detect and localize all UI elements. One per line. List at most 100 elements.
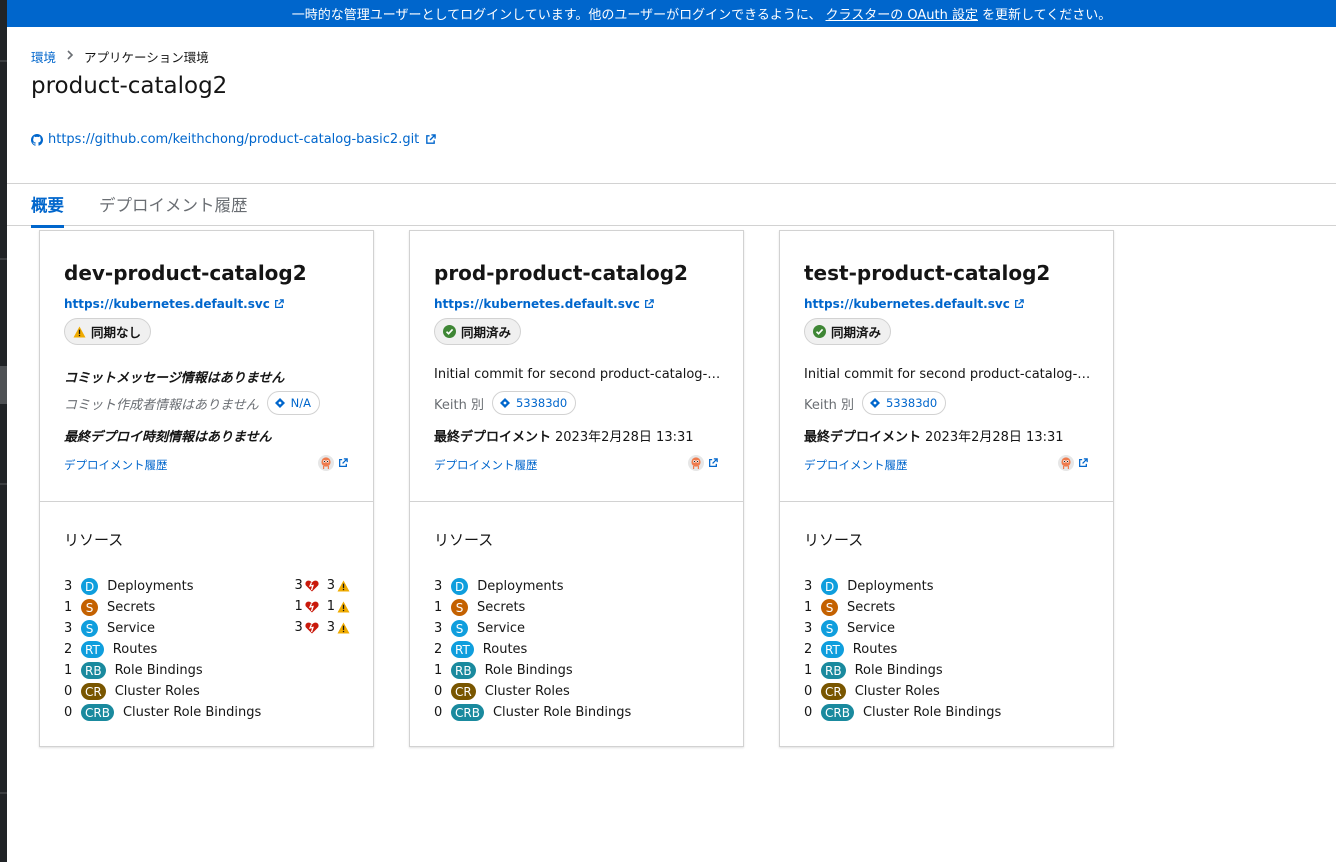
resource-kind-name: Service (847, 621, 896, 636)
deployment-history-link[interactable]: デプロイメント履歴 (434, 458, 538, 472)
warning-count: 3 (326, 620, 335, 635)
resource-kind-name: Cluster Role Bindings (492, 705, 632, 720)
breadcrumb-environments-link[interactable]: 環境 (31, 50, 57, 65)
resource-row: 2 RT Routes (434, 639, 720, 660)
resource-kind-name: Deployments (847, 579, 934, 594)
cluster-url-link[interactable]: https://kubernetes.default.svc (804, 297, 1024, 311)
resource-kind-badge: CRB (821, 704, 854, 721)
resource-kind-badge: S (821, 599, 838, 616)
nav-divider (0, 792, 7, 794)
resource-row: 1 S Secrets 1 1 (64, 597, 350, 618)
resource-count: 3 (434, 579, 443, 594)
argocd-icon (1058, 455, 1074, 471)
resource-count: 2 (434, 642, 443, 657)
resource-row: 3 D Deployments (804, 576, 1090, 597)
breadcrumb-current: アプリケーション環境 (84, 50, 209, 65)
external-link-icon (708, 458, 718, 468)
resource-kind-name: Role Bindings (484, 663, 573, 678)
commit-sha-badge[interactable]: N/A (266, 391, 320, 415)
resource-count: 1 (804, 600, 813, 615)
last-deployment: 最終デプロイメント 2023年2月28日 13:31 (804, 426, 1064, 445)
resource-row: 1 RB Role Bindings (64, 660, 350, 681)
resources-title: リソース (434, 531, 494, 549)
resources-list: 3 D Deployments 3 3 1 S Secrets 1 1 3 S Service 3 3 2 RT… (64, 576, 350, 723)
repo-link[interactable]: https://github.com/keithchong/product-ca… (31, 132, 437, 147)
resource-count: 1 (64, 663, 73, 678)
resource-kind-name: Service (477, 621, 526, 636)
resource-count: 0 (804, 705, 813, 720)
external-link-icon (425, 134, 437, 145)
warning-count: 1 (326, 599, 335, 614)
argocd-link[interactable] (1058, 455, 1088, 471)
commit-author: コミット作成者情報はありません (64, 397, 259, 413)
degraded-count: 3 (294, 620, 303, 635)
github-icon (31, 133, 43, 146)
resource-kind-badge: RB (451, 662, 476, 679)
repo-url-text: https://github.com/keithchong/product-ca… (48, 132, 420, 147)
resource-row: 0 CRB Cluster Role Bindings (804, 702, 1090, 723)
check-circle-icon (813, 325, 826, 338)
resource-row: 1 S Secrets (434, 597, 720, 618)
cluster-url-text: https://kubernetes.default.svc (804, 297, 1010, 311)
nav-active-item[interactable] (0, 366, 7, 404)
commit-sha-badge[interactable]: 53383d0 (491, 391, 577, 415)
resources-list: 3 D Deployments 1 S Secrets 3 S Service 2 RT Routes… (804, 576, 1090, 723)
resource-kind-badge: RT (81, 641, 104, 658)
resource-kind-badge: S (81, 620, 98, 637)
external-link-icon (644, 299, 654, 309)
nav-divider (0, 258, 7, 260)
commit-author-row: Keith 別 53383d0 (434, 391, 577, 415)
last-deployment-label: 最終デプロイメント (434, 430, 552, 445)
commit-author-row: コミット作成者情報はありません N/A (64, 391, 320, 415)
last-deployment: 最終デプロイ時刻情報はありません (64, 426, 272, 445)
resource-kind-name: Secrets (477, 600, 526, 615)
resource-row: 1 S Secrets (804, 597, 1090, 618)
external-link-icon (274, 299, 284, 309)
sync-status-badge: 同期済み (434, 318, 522, 345)
resource-kind-name: Deployments (107, 579, 194, 594)
environment-name: test-product-catalog2 (804, 261, 1051, 285)
cluster-url-link[interactable]: https://kubernetes.default.svc (64, 297, 284, 311)
oauth-info-banner: 一時的な管理ユーザーとしてログインしています。他のユーザーがログインできるように… (7, 0, 1336, 27)
last-deployment-time: 最終デプロイ時刻情報はありません (64, 430, 272, 445)
resource-count: 1 (64, 600, 73, 615)
external-link-icon (1078, 458, 1088, 468)
cluster-url-text: https://kubernetes.default.svc (64, 297, 270, 311)
resource-count: 1 (804, 663, 813, 678)
deployment-history-link[interactable]: デプロイメント履歴 (804, 458, 908, 472)
environment-name: dev-product-catalog2 (64, 261, 307, 285)
tab-deployment-history[interactable]: デプロイメント履歴 (99, 196, 248, 215)
deployment-history-link[interactable]: デプロイメント履歴 (64, 458, 168, 472)
resource-count: 0 (804, 684, 813, 699)
resources-list: 3 D Deployments 1 S Secrets 3 S Service 2 RT Routes… (434, 576, 720, 723)
card-summary: test-product-catalog2 https://kubernetes.… (780, 231, 1113, 502)
argocd-link[interactable] (318, 455, 348, 471)
cluster-oauth-link[interactable]: クラスターの OAuth 設定 (825, 8, 978, 23)
argocd-icon (688, 455, 704, 471)
resource-row: 0 CRB Cluster Role Bindings (434, 702, 720, 723)
resource-kind-badge: S (451, 599, 468, 616)
commit-icon (869, 398, 880, 408)
resource-kind-badge: CR (81, 683, 106, 700)
resource-kind-badge: CRB (81, 704, 114, 721)
resource-count: 3 (64, 579, 73, 594)
nav-divider (0, 60, 7, 62)
tabs: 概要 デプロイメント履歴 (7, 184, 1336, 228)
last-deployment-label: 最終デプロイメント (804, 430, 922, 445)
resource-kind-name: Cluster Roles (114, 684, 200, 699)
argocd-icon (318, 455, 334, 471)
cluster-url-link[interactable]: https://kubernetes.default.svc (434, 297, 654, 311)
commit-sha: 53383d0 (515, 396, 568, 410)
tab-overview[interactable]: 概要 (31, 192, 64, 228)
resource-count: 3 (804, 621, 813, 636)
argocd-link[interactable] (688, 455, 718, 471)
resource-kind-name: Secrets (847, 600, 896, 615)
resource-kind-name: Cluster Roles (854, 684, 940, 699)
card-summary: prod-product-catalog2 https://kubernetes.… (410, 231, 743, 502)
commit-author-row: Keith 別 53383d0 (804, 391, 947, 415)
resource-kind-badge: D (81, 578, 99, 595)
resource-count: 3 (64, 621, 73, 636)
resource-row: 3 D Deployments 3 3 (64, 576, 350, 597)
resource-kind-badge: RT (821, 641, 844, 658)
commit-sha-badge[interactable]: 53383d0 (861, 391, 947, 415)
